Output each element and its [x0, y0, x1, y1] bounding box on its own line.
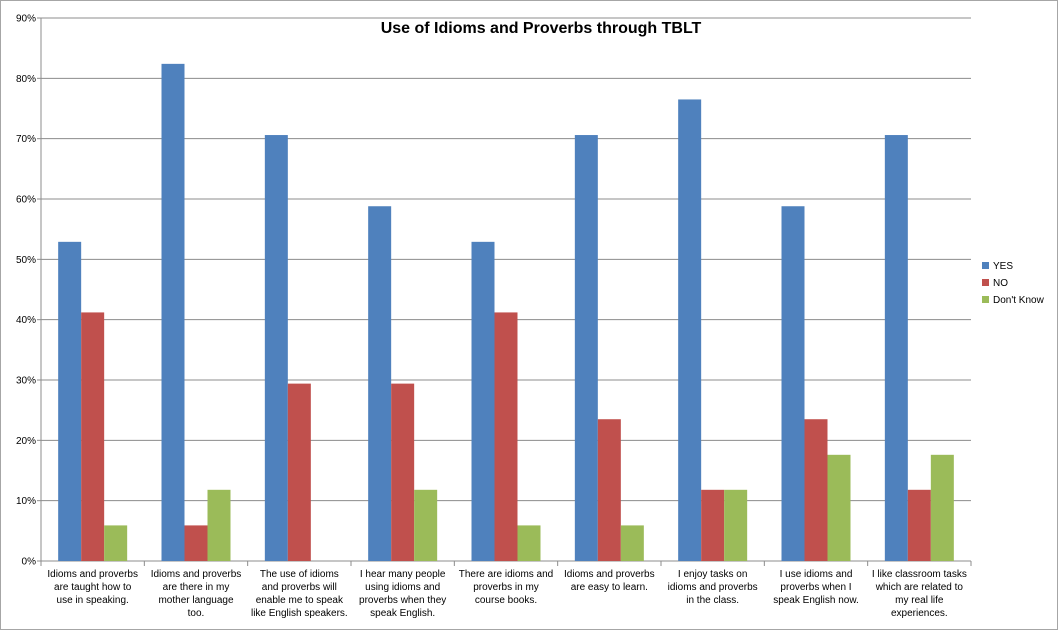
bar-don-t-know-8 [930, 454, 954, 561]
y-tick-label-3: 30% [16, 376, 36, 387]
bar-yes-8 [884, 135, 908, 561]
y-tick-label-2: 20% [16, 436, 36, 447]
legend-swatch-2 [982, 296, 989, 303]
y-tick-label-8: 80% [16, 74, 36, 85]
y-axis-ticks: 0% 10% 20% 30% 40% 50% 60% 70% 80% 90% [16, 14, 36, 568]
y-tick-label-5: 50% [16, 255, 36, 266]
bar-no-2 [287, 383, 311, 561]
y-tick-label-9: 90% [16, 14, 36, 25]
bar-yes-1 [161, 63, 185, 561]
x-axis-categories: Idioms and proverbs are taught how to use … [47, 569, 966, 619]
x-category-label-4: There are idioms and proverbs in my course… [459, 569, 554, 606]
bar-no-7 [804, 419, 828, 561]
y-tick-label-4: 40% [16, 315, 36, 326]
bar-no-0 [81, 312, 105, 561]
bar-don-t-know-7 [827, 454, 851, 561]
x-category-label-2: The use of idioms and proverbs will enable… [251, 569, 348, 619]
y-tick-label-1: 10% [16, 496, 36, 507]
x-category-label-6: I enjoy tasks on idioms and proverbs in th… [668, 569, 758, 606]
legend-label-0: YES [993, 261, 1013, 272]
bar-no-4 [494, 312, 518, 561]
chart-title: Use of Idioms and Proverbs through TBLT [381, 20, 702, 37]
y-tick-label-0: 0% [22, 557, 37, 568]
legend-label-2: Don't Know [993, 295, 1045, 306]
legend-swatch-0 [982, 262, 989, 269]
bar-yes-3 [368, 206, 392, 562]
bar-don-t-know-5 [620, 525, 644, 561]
bar-yes-5 [574, 135, 598, 561]
legend-swatch-1 [982, 279, 989, 286]
x-category-label-1: Idioms and proverbs are there in my mother… [151, 569, 242, 619]
bar-don-t-know-1 [207, 489, 231, 561]
x-category-label-5: Idioms and proverbs are easy to learn. [564, 569, 655, 593]
x-category-label-8: I like classroom tasks which are related … [872, 569, 967, 619]
y-tick-label-7: 70% [16, 134, 36, 145]
bar-no-6 [701, 489, 725, 561]
bar-no-1 [184, 525, 208, 561]
y-tick-label-6: 60% [16, 195, 36, 206]
bar-yes-0 [58, 241, 82, 561]
legend-label-1: NO [993, 278, 1008, 289]
legend: YES NO Don't Know [982, 261, 1045, 306]
bar-don-t-know-3 [414, 489, 438, 561]
bar-yes-7 [781, 206, 805, 562]
bar-don-t-know-0 [104, 525, 128, 561]
x-category-label-3: I hear many people using idioms and prover… [359, 569, 446, 619]
bars [58, 63, 954, 562]
bar-no-3 [391, 383, 415, 561]
bar-yes-6 [678, 99, 702, 561]
bar-yes-2 [264, 135, 288, 561]
bar-yes-4 [471, 241, 495, 561]
bar-don-t-know-4 [517, 525, 541, 561]
x-category-label-0: Idioms and proverbs are taught how to use … [47, 569, 138, 606]
bar-don-t-know-6 [724, 489, 748, 561]
bar-no-5 [597, 419, 621, 561]
bar-no-8 [907, 489, 931, 561]
